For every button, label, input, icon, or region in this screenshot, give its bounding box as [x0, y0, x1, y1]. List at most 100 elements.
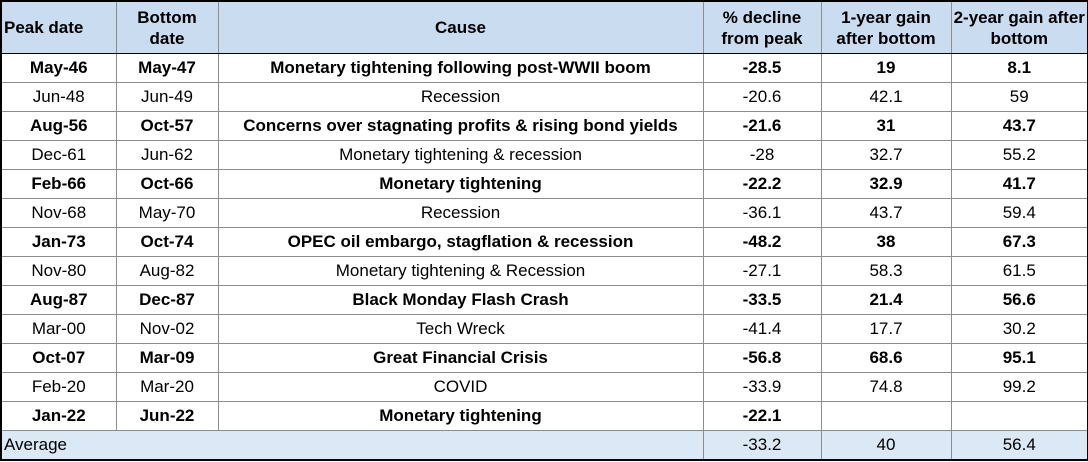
cause-cell: Concerns over stagnating profits & risin… — [217, 111, 704, 141]
cause-cell: Tech Wreck — [217, 314, 704, 344]
gain-2y-cell — [950, 401, 1088, 431]
bottom-date-cell: Mar-09 — [115, 343, 219, 373]
bottom-date-cell: Aug-82 — [115, 256, 219, 286]
decline-cell: -20.6 — [702, 82, 822, 112]
gain-2y-cell: 43.7 — [950, 111, 1088, 141]
decline-cell: -48.2 — [702, 227, 822, 257]
peak-date-cell: Oct-07 — [0, 343, 117, 373]
gain-2y-cell: 67.3 — [950, 227, 1088, 257]
decline-cell: -27.1 — [702, 256, 822, 286]
gain-2y-cell: 8.1 — [950, 53, 1088, 83]
gain-2y-cell: 41.7 — [950, 169, 1088, 199]
gain-1y-cell: 42.1 — [820, 82, 952, 112]
gain-2y-cell: 30.2 — [950, 314, 1088, 344]
decline-cell: -33.9 — [702, 372, 822, 402]
decline-cell: -22.2 — [702, 169, 822, 199]
header-bottom-date: Bottom date — [115, 0, 219, 54]
gain-2y-cell: 56.6 — [950, 285, 1088, 315]
cause-cell: Recession — [217, 198, 704, 228]
header-cause: Cause — [217, 0, 704, 54]
decline-cell: -22.1 — [702, 401, 822, 431]
gain-2y-cell: 95.1 — [950, 343, 1088, 373]
gain-1y-cell: 43.7 — [820, 198, 952, 228]
header-decline: % decline from peak — [702, 0, 822, 54]
bottom-date-cell: Jun-49 — [115, 82, 219, 112]
table-row: Feb-20 Mar-20 COVID -33.9 74.8 99.2 — [0, 372, 1088, 402]
gain-1y-cell — [820, 401, 952, 431]
cause-cell: Monetary tightening — [217, 169, 704, 199]
gain-1y-cell: 31 — [820, 111, 952, 141]
decline-cell: -41.4 — [702, 314, 822, 344]
table-row: Feb-66 Oct-66 Monetary tightening -22.2 … — [0, 169, 1088, 199]
bottom-date-cell: Oct-74 — [115, 227, 219, 257]
average-row: Average -33.2 40 56.4 — [0, 430, 1088, 461]
bottom-date-cell: Mar-20 — [115, 372, 219, 402]
cause-cell: COVID — [217, 372, 704, 402]
table-row: Dec-61 Jun-62 Monetary tightening & rece… — [0, 140, 1088, 170]
gain-1y-cell: 58.3 — [820, 256, 952, 286]
bottom-date-cell: May-70 — [115, 198, 219, 228]
cause-cell: Monetary tightening — [217, 401, 704, 431]
gain-1y-cell: 19 — [820, 53, 952, 83]
gain-1y-cell: 17.7 — [820, 314, 952, 344]
decline-cell: -33.5 — [702, 285, 822, 315]
table-row: Jun-48 Jun-49 Recession -20.6 42.1 59 — [0, 82, 1088, 112]
peak-date-cell: Nov-80 — [0, 256, 117, 286]
table-row: May-46 May-47 Monetary tightening follow… — [0, 53, 1088, 83]
peak-date-cell: Mar-00 — [0, 314, 117, 344]
gain-2y-cell: 99.2 — [950, 372, 1088, 402]
peak-date-cell: Nov-68 — [0, 198, 117, 228]
gain-1y-cell: 74.8 — [820, 372, 952, 402]
cause-cell: Recession — [217, 82, 704, 112]
gain-1y-cell: 68.6 — [820, 343, 952, 373]
gain-2y-cell: 59.4 — [950, 198, 1088, 228]
decline-cell: -21.6 — [702, 111, 822, 141]
peak-date-cell: Jan-22 — [0, 401, 117, 431]
header-gain-2y: 2-year gain after bottom — [950, 0, 1088, 54]
gain-1y-cell: 32.7 — [820, 140, 952, 170]
bottom-date-cell: May-47 — [115, 53, 219, 83]
cause-cell: Great Financial Crisis — [217, 343, 704, 373]
peak-date-cell: Dec-61 — [0, 140, 117, 170]
cause-cell: Monetary tightening & recession — [217, 140, 704, 170]
table-row: Nov-80 Aug-82 Monetary tightening & Rece… — [0, 256, 1088, 286]
bottom-date-cell: Jun-62 — [115, 140, 219, 170]
average-gain-2y-cell: 56.4 — [950, 430, 1088, 461]
decline-cell: -28 — [702, 140, 822, 170]
cause-cell: Monetary tightening following post-WWII … — [217, 53, 704, 83]
peak-date-cell: Aug-87 — [0, 285, 117, 315]
peak-date-cell: Feb-66 — [0, 169, 117, 199]
cause-cell: Black Monday Flash Crash — [217, 285, 704, 315]
average-decline-cell: -33.2 — [702, 430, 822, 461]
table-row: Nov-68 May-70 Recession -36.1 43.7 59.4 — [0, 198, 1088, 228]
gain-2y-cell: 59 — [950, 82, 1088, 112]
decline-cell: -36.1 — [702, 198, 822, 228]
cause-cell: OPEC oil embargo, stagflation & recessio… — [217, 227, 704, 257]
table-row: Aug-87 Dec-87 Black Monday Flash Crash -… — [0, 285, 1088, 315]
bottom-date-cell: Dec-87 — [115, 285, 219, 315]
table-row: Mar-00 Nov-02 Tech Wreck -41.4 17.7 30.2 — [0, 314, 1088, 344]
table-row: Jan-22 Jun-22 Monetary tightening -22.1 — [0, 401, 1088, 431]
peak-date-cell: Jan-73 — [0, 227, 117, 257]
average-label: Average — [0, 430, 704, 461]
peak-date-cell: Jun-48 — [0, 82, 117, 112]
table-row: Oct-07 Mar-09 Great Financial Crisis -56… — [0, 343, 1088, 373]
bottom-date-cell: Oct-57 — [115, 111, 219, 141]
bottom-date-cell: Nov-02 — [115, 314, 219, 344]
header-row: Peak date Bottom date Cause % decline fr… — [0, 0, 1088, 54]
header-peak-date: Peak date — [0, 0, 117, 54]
gain-2y-cell: 61.5 — [950, 256, 1088, 286]
peak-date-cell: Feb-20 — [0, 372, 117, 402]
decline-cell: -28.5 — [702, 53, 822, 83]
gain-1y-cell: 32.9 — [820, 169, 952, 199]
peak-date-cell: Aug-56 — [0, 111, 117, 141]
gain-2y-cell: 55.2 — [950, 140, 1088, 170]
gain-1y-cell: 21.4 — [820, 285, 952, 315]
decline-cell: -56.8 — [702, 343, 822, 373]
average-gain-1y-cell: 40 — [820, 430, 952, 461]
bottom-date-cell: Oct-66 — [115, 169, 219, 199]
table-row: Aug-56 Oct-57 Concerns over stagnating p… — [0, 111, 1088, 141]
peak-date-cell: May-46 — [0, 53, 117, 83]
gain-1y-cell: 38 — [820, 227, 952, 257]
